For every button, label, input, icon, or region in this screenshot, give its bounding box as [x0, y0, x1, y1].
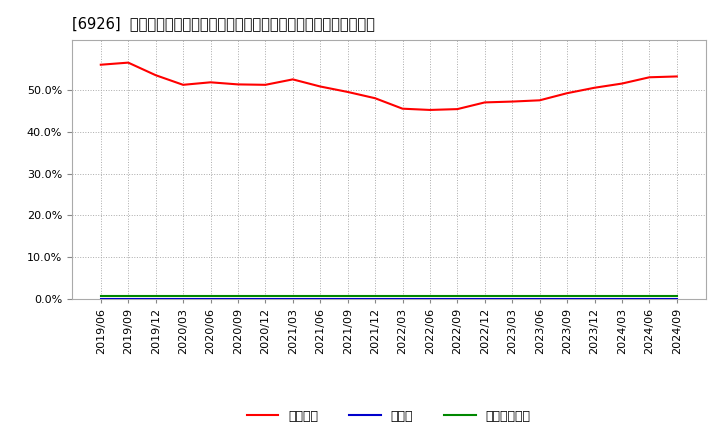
- のれん: [563, 297, 572, 302]
- 繰延税金資産: [179, 293, 187, 298]
- Legend: 自己資本, のれん, 繰延税金資産: 自己資本, のれん, 繰延税金資産: [242, 405, 536, 428]
- 自己資本: [233, 82, 242, 87]
- 自己資本: [151, 73, 160, 78]
- 繰延税金資産: [508, 293, 516, 298]
- 繰延税金資産: [371, 293, 379, 298]
- 繰延税金資産: [645, 293, 654, 298]
- Text: [6926]  自己資本、のれん、繰延税金資産の総資産に対する比率の推移: [6926] 自己資本、のれん、繰延税金資産の総資産に対する比率の推移: [72, 16, 375, 32]
- のれん: [343, 297, 352, 302]
- 繰延税金資産: [453, 293, 462, 298]
- のれん: [124, 297, 132, 302]
- 自己資本: [289, 77, 297, 82]
- のれん: [672, 297, 681, 302]
- 繰延税金資産: [672, 293, 681, 298]
- 繰延税金資産: [316, 293, 325, 298]
- 繰延税金資産: [96, 293, 105, 298]
- のれん: [508, 297, 516, 302]
- 繰延税金資産: [536, 293, 544, 298]
- 自己資本: [426, 107, 434, 113]
- 自己資本: [536, 98, 544, 103]
- のれん: [151, 297, 160, 302]
- 繰延税金資産: [206, 293, 215, 298]
- のれん: [206, 297, 215, 302]
- 繰延税金資産: [343, 293, 352, 298]
- のれん: [453, 297, 462, 302]
- 繰延税金資産: [563, 293, 572, 298]
- 自己資本: [453, 106, 462, 112]
- 自己資本: [371, 95, 379, 101]
- のれん: [96, 297, 105, 302]
- 繰延税金資産: [124, 293, 132, 298]
- 繰延税金資産: [480, 293, 489, 298]
- 自己資本: [590, 85, 599, 90]
- のれん: [261, 297, 270, 302]
- のれん: [426, 297, 434, 302]
- 繰延税金資産: [289, 293, 297, 298]
- 自己資本: [618, 81, 626, 86]
- Line: 自己資本: 自己資本: [101, 62, 677, 110]
- 繰延税金資産: [233, 293, 242, 298]
- 自己資本: [124, 60, 132, 65]
- のれん: [536, 297, 544, 302]
- のれん: [316, 297, 325, 302]
- 自己資本: [179, 82, 187, 88]
- のれん: [590, 297, 599, 302]
- 繰延税金資産: [398, 293, 407, 298]
- のれん: [233, 297, 242, 302]
- のれん: [179, 297, 187, 302]
- 自己資本: [563, 91, 572, 96]
- のれん: [371, 297, 379, 302]
- のれん: [398, 297, 407, 302]
- 繰延税金資産: [426, 293, 434, 298]
- 自己資本: [508, 99, 516, 104]
- 繰延税金資産: [261, 293, 270, 298]
- 繰延税金資産: [151, 293, 160, 298]
- 自己資本: [480, 100, 489, 105]
- 自己資本: [206, 80, 215, 85]
- 自己資本: [672, 74, 681, 79]
- のれん: [289, 297, 297, 302]
- 自己資本: [398, 106, 407, 111]
- 繰延税金資産: [618, 293, 626, 298]
- のれん: [645, 297, 654, 302]
- 自己資本: [96, 62, 105, 67]
- 自己資本: [261, 82, 270, 88]
- のれん: [618, 297, 626, 302]
- 自己資本: [645, 75, 654, 80]
- 繰延税金資産: [590, 293, 599, 298]
- 自己資本: [316, 84, 325, 89]
- のれん: [480, 297, 489, 302]
- 自己資本: [343, 89, 352, 95]
